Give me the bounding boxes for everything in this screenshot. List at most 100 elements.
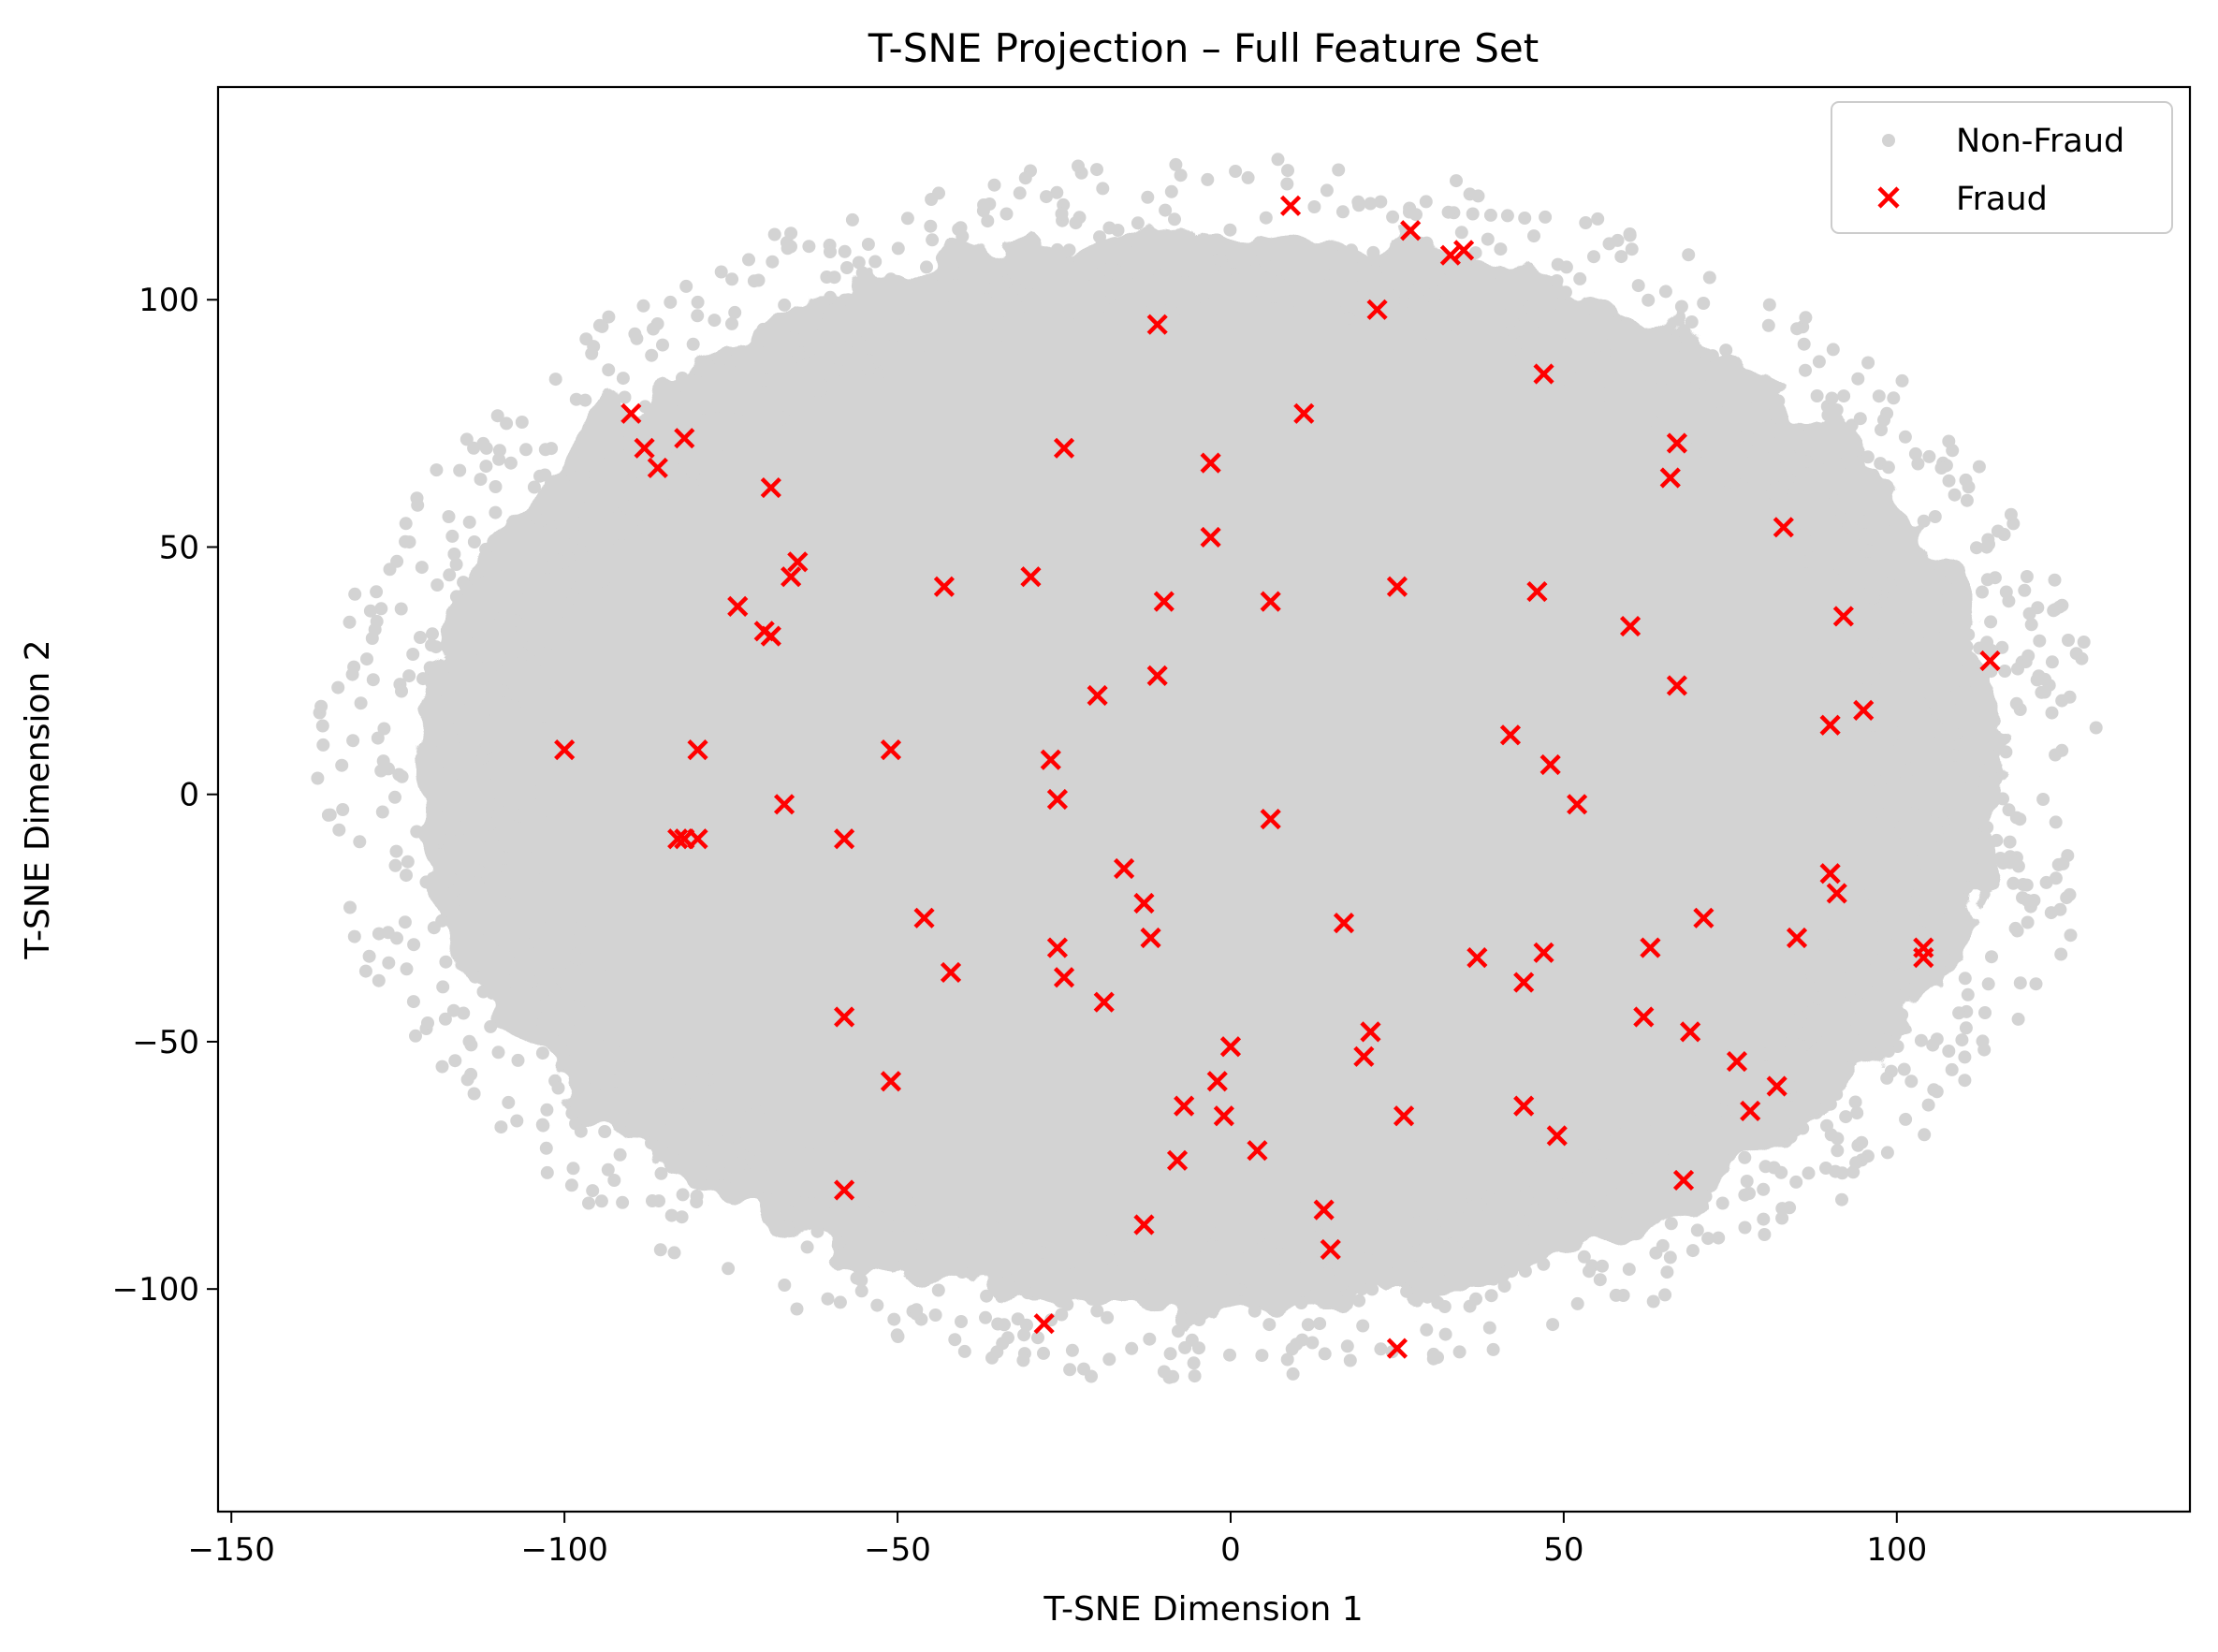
non-fraud-point <box>1797 527 1811 541</box>
non-fraud-point <box>1926 1038 1940 1052</box>
non-fraud-point <box>491 1045 505 1060</box>
non-fraud-point <box>1988 571 2002 585</box>
non-fraud-point <box>1674 300 1688 314</box>
non-fraud-point <box>1728 441 1741 455</box>
fraud-point <box>1680 1021 1701 1043</box>
non-fraud-point <box>503 974 518 988</box>
non-fraud-point <box>1970 541 1983 555</box>
non-fraud-point <box>1129 235 1143 248</box>
non-fraud-point <box>2009 696 2023 710</box>
non-fraud-point <box>1922 449 1936 463</box>
non-fraud-point <box>1914 1033 1928 1047</box>
non-fraud-point <box>862 1209 876 1223</box>
non-fraud-point <box>538 443 552 457</box>
non-fraud-point <box>510 1114 524 1128</box>
non-fraud-point <box>1594 305 1608 319</box>
non-fraud-point <box>1272 274 1286 288</box>
non-fraud-point <box>1656 1238 1670 1252</box>
fraud-point <box>1832 606 1854 627</box>
non-fraud-point <box>1610 1215 1624 1229</box>
fraud-point <box>1053 967 1075 988</box>
non-fraud-point <box>1715 1196 1729 1210</box>
non-fraud-point <box>1955 1033 1969 1047</box>
non-fraud-point <box>1178 1340 1192 1354</box>
non-fraud-point <box>1580 376 1594 390</box>
fraud-point <box>554 739 576 761</box>
non-fraud-point <box>462 515 476 529</box>
non-fraud-point <box>1052 1289 1066 1303</box>
fraud-point <box>1453 240 1475 261</box>
non-fraud-point <box>1663 1111 1677 1125</box>
non-fraud-point <box>1812 355 1826 369</box>
non-fraud-point <box>664 295 678 309</box>
non-fraud-point <box>1419 264 1433 278</box>
non-fraud-point <box>562 576 576 590</box>
non-fraud-point <box>1814 553 1828 566</box>
non-fraud-point <box>526 655 540 669</box>
non-fraud-point <box>353 835 367 849</box>
non-fraud-point <box>528 1006 542 1020</box>
y-axis-label: T-SNE Dimension 2 <box>19 639 57 959</box>
non-fraud-point <box>439 955 453 969</box>
non-fraud-point <box>1530 1185 1544 1199</box>
non-fraud-point <box>667 1246 681 1260</box>
non-fraud-point <box>2008 921 2022 935</box>
x-tick-label: 50 <box>1543 1531 1583 1569</box>
non-fraud-point <box>1917 514 1931 528</box>
non-fraud-point <box>1839 1110 1853 1124</box>
fraud-point <box>1366 299 1388 320</box>
fraud-point <box>760 476 781 499</box>
non-fraud-point <box>956 1265 970 1279</box>
non-fraud-point <box>414 631 427 644</box>
non-fraud-point <box>1131 216 1145 230</box>
fraud-point <box>687 739 708 761</box>
non-fraud-core <box>486 273 1936 1266</box>
fraud-point <box>1353 1045 1375 1067</box>
non-fraud-point <box>1715 1089 1729 1104</box>
non-fraud-point <box>720 1133 734 1148</box>
non-fraud-point <box>1850 994 1863 1008</box>
non-fraud-point <box>886 339 900 353</box>
non-fraud-point <box>335 758 349 772</box>
non-fraud-point <box>832 1235 846 1250</box>
non-fraud-point <box>1329 285 1343 300</box>
non-fraud-point <box>829 1141 843 1154</box>
non-fraud-point <box>568 951 582 964</box>
non-fraud-point <box>1537 1257 1551 1271</box>
non-fraud-point <box>449 779 462 793</box>
non-fraud-point <box>346 734 360 748</box>
non-fraud-point <box>715 450 728 464</box>
non-fraud-point <box>1687 431 1701 445</box>
non-fraud-point <box>1978 820 1992 834</box>
non-fraud-point <box>1758 1228 1772 1241</box>
non-fraud-point <box>1318 1347 1332 1361</box>
non-fraud-point <box>494 894 508 907</box>
non-fraud-point <box>495 614 509 628</box>
non-fraud-point <box>553 491 567 505</box>
non-fraud-point <box>978 280 992 294</box>
non-fraud-point <box>1286 306 1299 320</box>
non-fraud-point <box>1093 230 1106 244</box>
fraud-point <box>1979 650 2001 672</box>
non-fraud-point <box>323 808 337 822</box>
non-fraud-point <box>1951 712 1965 726</box>
non-fraud-point <box>1825 569 1839 583</box>
non-fraud-point <box>783 358 797 372</box>
non-fraud-point <box>690 1189 704 1203</box>
non-fraud-point <box>1271 153 1285 167</box>
non-fraud-point <box>1796 1027 1810 1041</box>
non-fraud-point <box>999 276 1013 290</box>
non-fraud-point <box>512 922 526 936</box>
non-fraud-point <box>747 274 761 288</box>
non-fraud-point <box>814 383 828 397</box>
non-fraud-point <box>447 548 461 561</box>
non-fraud-point <box>430 578 445 592</box>
non-fraud-point <box>2054 947 2068 961</box>
non-fraud-point <box>1958 972 1972 986</box>
non-fraud-point <box>1177 275 1191 289</box>
non-fraud-point <box>739 1098 753 1112</box>
non-fraud-point <box>660 1111 674 1125</box>
non-fraud-point <box>1294 1296 1308 1309</box>
non-fraud-point <box>1950 686 1964 700</box>
